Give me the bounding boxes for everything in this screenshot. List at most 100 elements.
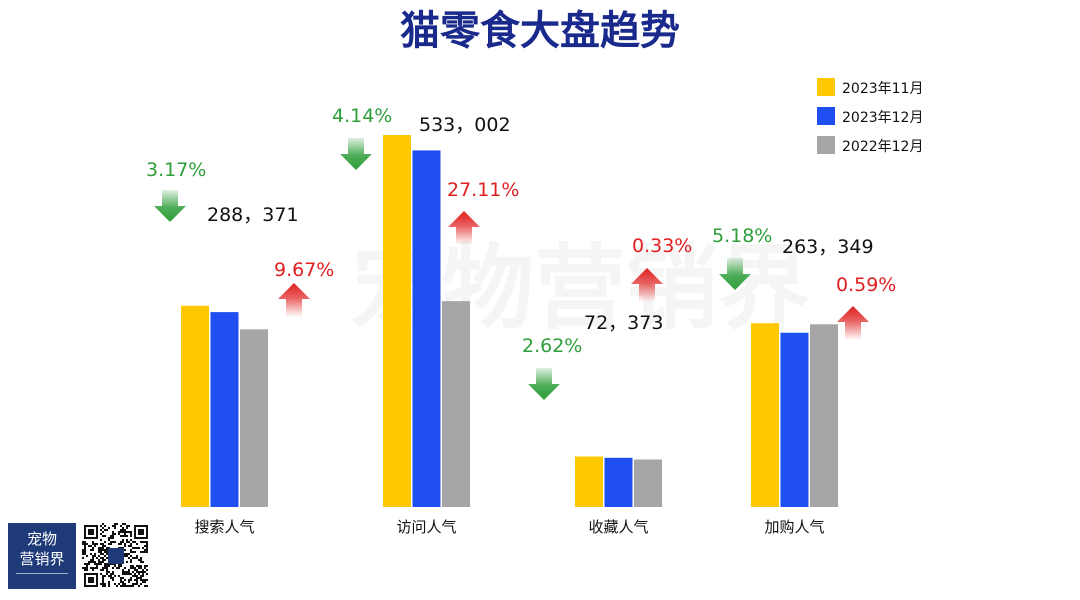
qr-module (90, 567, 92, 569)
qr-module (128, 525, 130, 527)
category-label: 收藏人气 (588, 518, 648, 536)
qr-module (142, 575, 144, 577)
qr-module (124, 529, 126, 531)
qr-module (142, 573, 144, 575)
qr-module (82, 549, 84, 551)
qr-module (138, 567, 140, 569)
qr-module (102, 577, 104, 579)
qr-module (134, 575, 136, 577)
qr-module (92, 555, 94, 557)
qr-module (108, 539, 110, 541)
qr-module (108, 565, 110, 567)
qr-module (86, 567, 88, 569)
qr-module (94, 553, 96, 555)
qr-module (100, 539, 102, 541)
qr-module (128, 531, 130, 533)
qr-module (112, 567, 114, 569)
qr-module (112, 579, 114, 581)
chart-title: 猫零食大盘趋势 (400, 8, 680, 54)
qr-module (114, 533, 116, 535)
qr-module (86, 565, 88, 567)
qr-module (132, 547, 134, 549)
qr-module (126, 527, 128, 529)
qr-module (104, 551, 106, 553)
qr-module (122, 585, 124, 587)
qr-module (114, 565, 116, 567)
qr-module (84, 547, 86, 549)
qr-code-icon (82, 523, 150, 589)
qr-module (82, 551, 84, 553)
bar (210, 312, 239, 507)
qr-module (102, 531, 104, 533)
qr-module (136, 565, 138, 567)
qr-module (90, 545, 92, 547)
legend-swatch (817, 78, 835, 96)
qr-module (100, 543, 102, 545)
qr-module (128, 573, 130, 575)
qr-module (100, 573, 102, 575)
qr-module (140, 561, 142, 563)
qr-module (106, 573, 108, 575)
qr-module (128, 571, 130, 573)
qr-module (132, 557, 134, 559)
qr-module (118, 531, 120, 533)
qr-module (146, 585, 148, 587)
qr-module (94, 555, 96, 557)
qr-module (144, 565, 146, 567)
qr-module (122, 531, 124, 533)
qr-module (110, 577, 112, 579)
qr-module (104, 567, 106, 569)
qr-module (138, 565, 140, 567)
legend-label: 2022年12月 (842, 139, 923, 155)
qr-module (124, 545, 126, 547)
qr-module (118, 567, 120, 569)
qr-module (144, 541, 146, 543)
qr-module (142, 551, 144, 553)
qr-module (110, 573, 112, 575)
qr-module (84, 563, 86, 565)
qr-module (122, 541, 124, 543)
qr-module (130, 573, 132, 575)
qr-module (144, 581, 146, 583)
qr-module (128, 541, 130, 543)
qr-module (102, 543, 104, 545)
qr-module (126, 535, 128, 537)
qr-module (100, 569, 102, 571)
qr-module (120, 543, 122, 545)
qr-module (114, 525, 116, 527)
qr-finder-core (88, 577, 94, 583)
qr-module (124, 585, 126, 587)
qr-module (82, 541, 84, 543)
bar (442, 301, 470, 507)
up-arrow-icon (631, 268, 663, 302)
qr-module (134, 579, 136, 581)
qr-module (108, 527, 110, 529)
legend: 2023年11月 2023年12月 2022年12月 (817, 78, 923, 155)
qr-module (128, 545, 130, 547)
qr-module (128, 569, 130, 571)
qr-module (142, 581, 144, 583)
qr-module (120, 585, 122, 587)
qr-module (122, 583, 124, 585)
value-label: 72，373 (584, 312, 663, 334)
qr-module (144, 567, 146, 569)
qr-module (132, 567, 134, 569)
qr-module (124, 571, 126, 573)
qr-module (86, 563, 88, 565)
qr-module (124, 523, 126, 525)
qr-module (112, 531, 114, 533)
qr-module (124, 555, 126, 557)
qr-module (118, 575, 120, 577)
qr-module (84, 549, 86, 551)
qr-module (144, 549, 146, 551)
qr-module (102, 567, 104, 569)
qr-module (102, 569, 104, 571)
qr-module (124, 567, 126, 569)
qr-module (106, 563, 108, 565)
qr-module (112, 577, 114, 579)
qr-module (122, 529, 124, 531)
qr-module (122, 539, 124, 541)
qr-module (100, 549, 102, 551)
qr-module (144, 579, 146, 581)
qr-module (142, 561, 144, 563)
